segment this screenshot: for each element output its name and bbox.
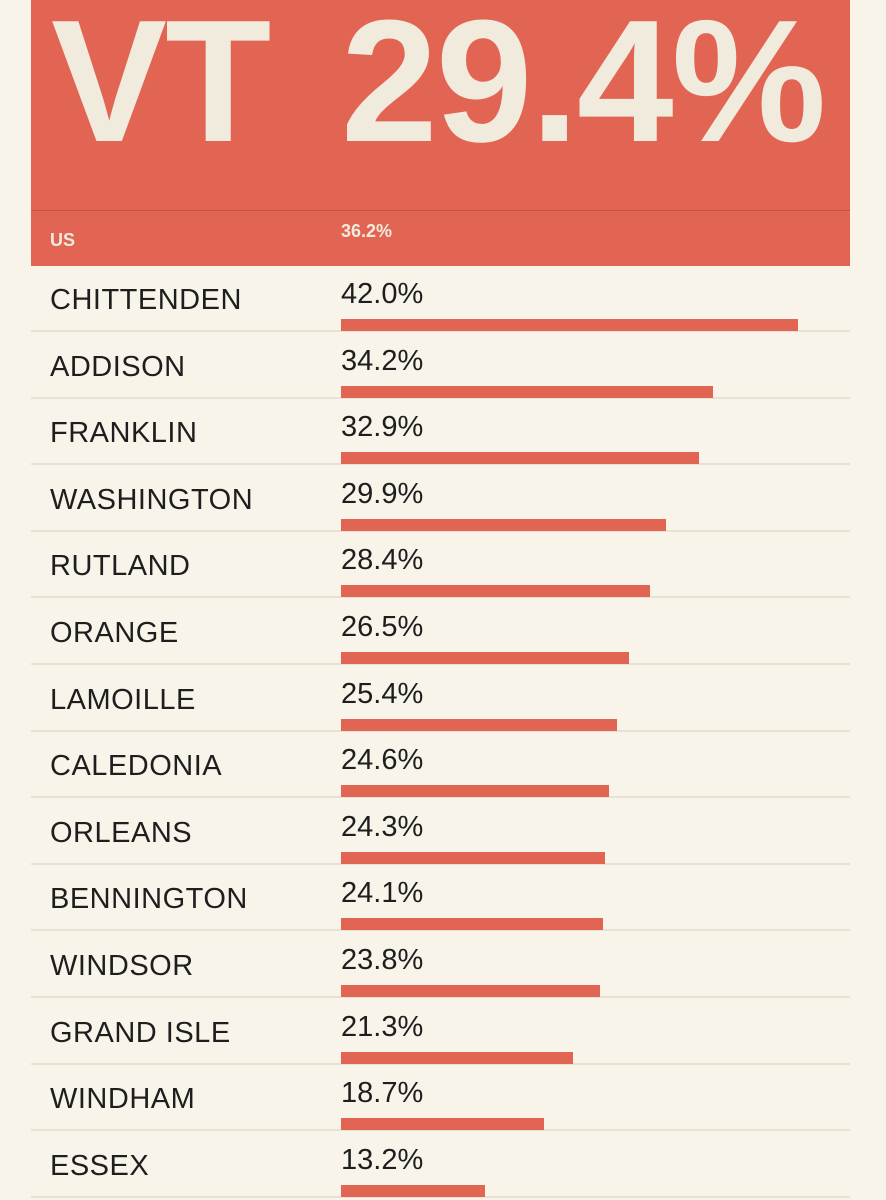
county-row: GRAND ISLE 21.3% [31,999,850,1065]
county-name: CALEDONIA [50,750,223,783]
county-row: ESSEX 13.2% [31,1132,850,1198]
county-percent-label: 25.4% [341,677,424,710]
county-name: WASHINGTON [50,483,254,516]
county-percent-label: 13.2% [341,1143,424,1176]
county-percent-label: 32.9% [341,411,424,444]
county-row: CALEDONIA 24.6% [31,732,850,799]
county-name: WINDHAM [50,1083,196,1116]
county-name: GRAND ISLE [50,1016,231,1049]
county-bar [341,1051,573,1064]
county-name: ORANGE [50,617,179,649]
county-row: RUTLAND 28.4% [31,532,850,599]
county-bar [341,785,609,798]
county-row: WINDSOR 23.8% [31,932,850,998]
county-row: ADDISON 34.2% [31,333,850,399]
header-divider [31,210,850,211]
county-row: ORANGE 26.5% [31,599,850,665]
county-bar [341,585,651,598]
county-name: LAMOILLE [50,683,196,716]
county-bar [341,319,798,331]
state-code: VT [51,0,271,178]
county-bar [341,652,630,664]
county-row: CHITTENDEN 42.0% [31,266,850,332]
state-value: 29.4% [341,0,826,178]
county-name: CHITTENDEN [50,284,242,316]
county-bar [341,851,606,864]
county-name: ESSEX [50,1149,150,1182]
county-name: BENNINGTON [50,883,248,916]
county-bar [341,918,604,931]
us-label: US [50,230,76,250]
county-percent-label: 29.9% [341,477,424,510]
header-panel: VT 29.4% US 36.2% [31,0,850,266]
county-bar [341,385,714,398]
county-percent-label: 18.7% [341,1077,424,1110]
county-bar [341,452,699,465]
county-row: LAMOILLE 25.4% [31,666,850,732]
county-bar [341,985,600,997]
county-row: WASHINGTON 29.9% [31,466,850,532]
county-percent-label: 23.8% [341,944,424,976]
county-bar [341,518,667,531]
county-name: RUTLAND [50,550,191,583]
county-bar [341,718,618,731]
county-percent-label: 21.3% [341,1010,424,1043]
county-name: FRANKLIN [50,417,198,450]
county-percent-label: 42.0% [341,278,424,310]
chart-card: VT 29.4% US 36.2% CHITTENDEN 42.0% ADDISON… [31,0,850,1200]
county-row: BENNINGTON 24.1% [31,865,850,932]
county-percent-label: 24.1% [341,877,424,910]
county-percent-label: 28.4% [341,544,424,577]
county-bar [341,1118,545,1131]
county-row: FRANKLIN 32.9% [31,399,850,466]
county-percent-label: 34.2% [341,344,424,377]
county-percent-label: 24.6% [341,744,424,777]
county-bar [341,1184,485,1197]
county-row: ORLEANS 24.3% [31,799,850,865]
county-percent-label: 26.5% [341,611,424,643]
county-row: WINDHAM 18.7% [31,1065,850,1132]
us-value: 36.2% [341,221,393,241]
county-name: ORLEANS [50,816,193,849]
county-percent-label: 24.3% [341,810,424,843]
county-name: ADDISON [50,350,186,383]
county-name: WINDSOR [50,950,194,982]
